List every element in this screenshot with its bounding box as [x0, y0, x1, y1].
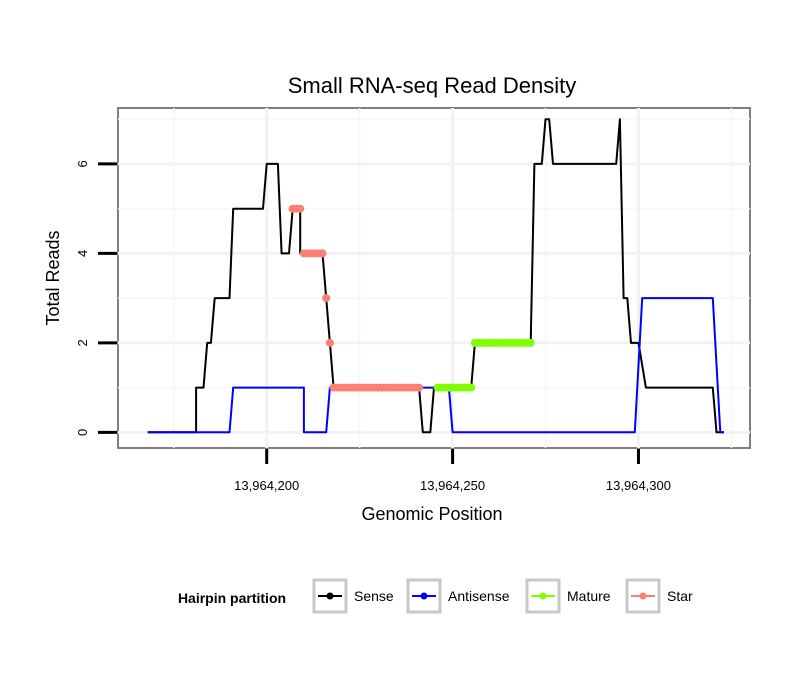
legend-key-dot — [326, 592, 334, 600]
legend-label: Sense — [354, 588, 394, 604]
legend-key-dot — [539, 592, 547, 600]
series-star — [288, 204, 424, 392]
data-point-mature — [467, 383, 476, 392]
y-tick-label: 0 — [75, 429, 90, 436]
y-axis-label: Total Reads — [43, 230, 63, 325]
legend-item-mature: Mature — [525, 578, 611, 614]
data-point-mature — [526, 338, 535, 347]
y-tick-label: 4 — [75, 250, 90, 257]
data-point-star — [415, 383, 424, 392]
legend-item-sense: Sense — [312, 578, 394, 614]
x-axis-label: Genomic Position — [361, 504, 502, 524]
x-tick-label: 13,964,250 — [420, 478, 485, 493]
data-point-star — [318, 249, 327, 258]
data-point-star — [296, 204, 305, 213]
legend-key-dot — [420, 592, 428, 600]
legend-label: Star — [667, 588, 693, 604]
series-layer — [147, 118, 724, 434]
x-tick-label: 13,964,300 — [606, 478, 671, 493]
legend-title: Hairpin partition — [178, 590, 286, 606]
chart-title: Small RNA-seq Read Density — [288, 73, 577, 98]
data-point-star — [325, 338, 334, 347]
legend-label: Mature — [567, 588, 611, 604]
legend-label: Antisense — [448, 588, 510, 604]
legend: Hairpin partition Sense Antisense Mature St… — [178, 578, 693, 614]
data-point-star — [322, 294, 331, 303]
y-tick-label: 2 — [75, 339, 90, 346]
legend-item-antisense: Antisense — [406, 578, 510, 614]
y-tick-label: 6 — [75, 160, 90, 167]
legend-key-dot — [639, 592, 647, 600]
x-tick-label: 13,964,200 — [234, 478, 299, 493]
legend-item-star: Star — [625, 578, 693, 614]
axes: 13,964,200 13,964,250 13,964,300 0 2 4 6 — [75, 160, 671, 493]
series-mature — [433, 338, 535, 392]
